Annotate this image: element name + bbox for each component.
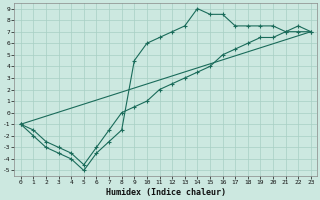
- X-axis label: Humidex (Indice chaleur): Humidex (Indice chaleur): [106, 188, 226, 197]
